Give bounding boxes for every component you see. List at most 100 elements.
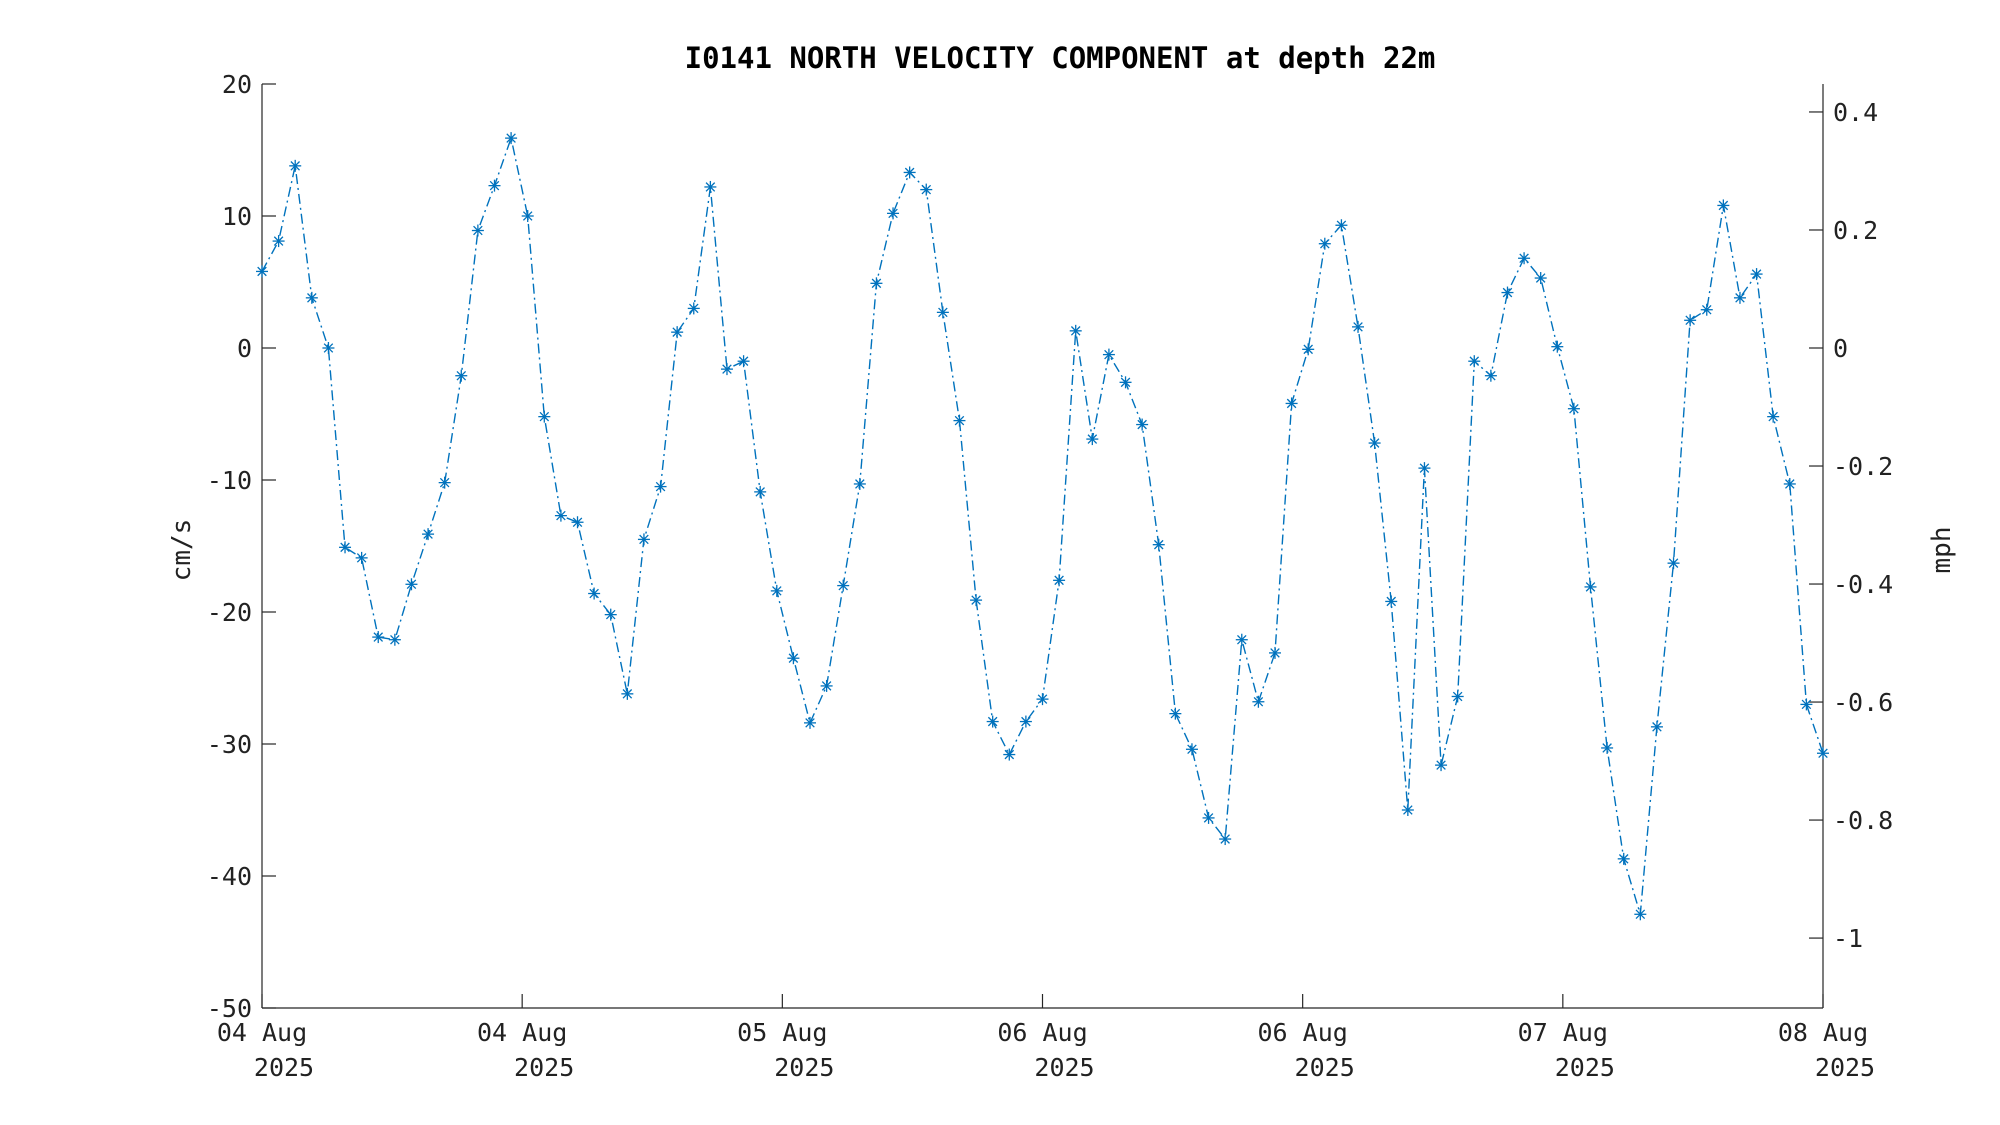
data-point [1119, 376, 1132, 389]
x-tick-label-year: 2025 [774, 1053, 834, 1082]
data-point [920, 183, 933, 196]
data-point [1202, 811, 1215, 824]
data-point [1684, 314, 1697, 327]
data-point [1650, 720, 1663, 733]
data-point [289, 159, 302, 172]
data-point [1783, 477, 1796, 490]
y-tick-label-left: 20 [222, 70, 252, 99]
data-point [1019, 715, 1032, 728]
data-point [1767, 410, 1780, 423]
y-tick-label-right: 0 [1833, 334, 1848, 363]
x-tick-label-day: 04 Aug [477, 1018, 567, 1047]
data-point [256, 265, 268, 278]
y-tick-label-left: -50 [207, 994, 252, 1023]
data-point [1352, 320, 1365, 333]
data-point [787, 652, 800, 665]
data-point [1800, 698, 1813, 711]
series-line [261, 135, 1824, 915]
data-point [1102, 348, 1115, 361]
data-point [637, 533, 650, 546]
y-tick-label-left: 10 [222, 202, 252, 231]
data-point [887, 207, 900, 220]
data-point [1302, 343, 1315, 356]
data-point [372, 631, 385, 644]
data-point [1484, 369, 1497, 382]
data-point [1152, 538, 1165, 551]
x-tick-label-year: 2025 [254, 1053, 314, 1082]
data-point [986, 715, 999, 728]
x-tick-label-day: 05 Aug [737, 1018, 827, 1047]
data-point [1136, 418, 1149, 431]
x-tick-label-day: 06 Aug [997, 1018, 1087, 1047]
data-point [1817, 747, 1829, 760]
x-tick-label-day: 08 Aug [1778, 1018, 1868, 1047]
data-point [1700, 303, 1713, 316]
data-point [671, 326, 684, 339]
data-point [1435, 759, 1448, 772]
data-point [1617, 852, 1630, 865]
data-point [355, 551, 368, 564]
data-point [1219, 833, 1232, 846]
x-tick-label-year: 2025 [1815, 1053, 1875, 1082]
data-point [1285, 397, 1298, 410]
y-tick-label-left: -40 [207, 862, 252, 891]
data-point [1169, 707, 1182, 720]
data-point [272, 235, 285, 248]
data-point [1518, 252, 1531, 265]
data-point [870, 277, 883, 290]
data-point [505, 132, 518, 145]
data-point [820, 679, 833, 692]
plot-axes: 20 10 0 -10 -20 -30 -40 -50 0.4 0.2 0 -0.2 -0.4 -0.6 -… [207, 70, 1893, 1082]
y-tick-label-right: -0.6 [1833, 688, 1893, 717]
data-point [455, 369, 468, 382]
data-point [704, 180, 717, 193]
x-tick-label-day: 06 Aug [1258, 1018, 1348, 1047]
data-point [1252, 695, 1265, 708]
data-point [853, 477, 866, 490]
data-point [521, 210, 534, 222]
data-point [1268, 646, 1281, 659]
data-point [588, 587, 601, 600]
data-point [970, 594, 983, 607]
x-tick-label-year: 2025 [1555, 1053, 1615, 1082]
data-point [604, 608, 617, 621]
data-point [1318, 237, 1331, 250]
y-tick-label-right: -0.2 [1833, 452, 1893, 481]
data-point [405, 578, 418, 591]
data-point [554, 509, 567, 522]
data-point [1185, 743, 1198, 756]
x-tick-label-day: 07 Aug [1518, 1018, 1608, 1047]
data-point [1534, 272, 1547, 285]
data-point [1368, 437, 1381, 450]
data-point [936, 306, 949, 319]
data-point [1468, 355, 1481, 368]
x-tick-label-year: 2025 [1295, 1053, 1355, 1082]
data-point [1418, 462, 1431, 475]
data-point [1551, 340, 1564, 353]
y-tick-label-right: -0.8 [1833, 806, 1893, 835]
y-tick-label-left: 0 [237, 334, 252, 363]
data-point [322, 342, 335, 354]
data-point [754, 485, 767, 498]
x-tick-label-year: 2025 [514, 1053, 574, 1082]
data-point [1451, 690, 1464, 703]
y-tick-label-right: -1 [1833, 924, 1863, 953]
data-point [438, 476, 451, 489]
data-point [1385, 595, 1398, 608]
data-point [388, 633, 401, 646]
data-point [1086, 433, 1099, 446]
y-axis-label-right: mph [1927, 527, 1957, 574]
x-tick-label-day: 04 Aug [217, 1018, 307, 1047]
data-point [1750, 268, 1763, 281]
data-point [837, 579, 850, 592]
chart-title: I0141 NORTH VELOCITY COMPONENT at depth … [685, 41, 1436, 75]
data-point [1053, 574, 1066, 587]
data-point [1567, 402, 1580, 415]
data-point [571, 516, 584, 529]
data-point [1401, 804, 1414, 816]
data-point [339, 541, 352, 554]
x-tick-label-year: 2025 [1034, 1053, 1094, 1082]
data-point [654, 480, 667, 493]
data-point [720, 363, 733, 376]
